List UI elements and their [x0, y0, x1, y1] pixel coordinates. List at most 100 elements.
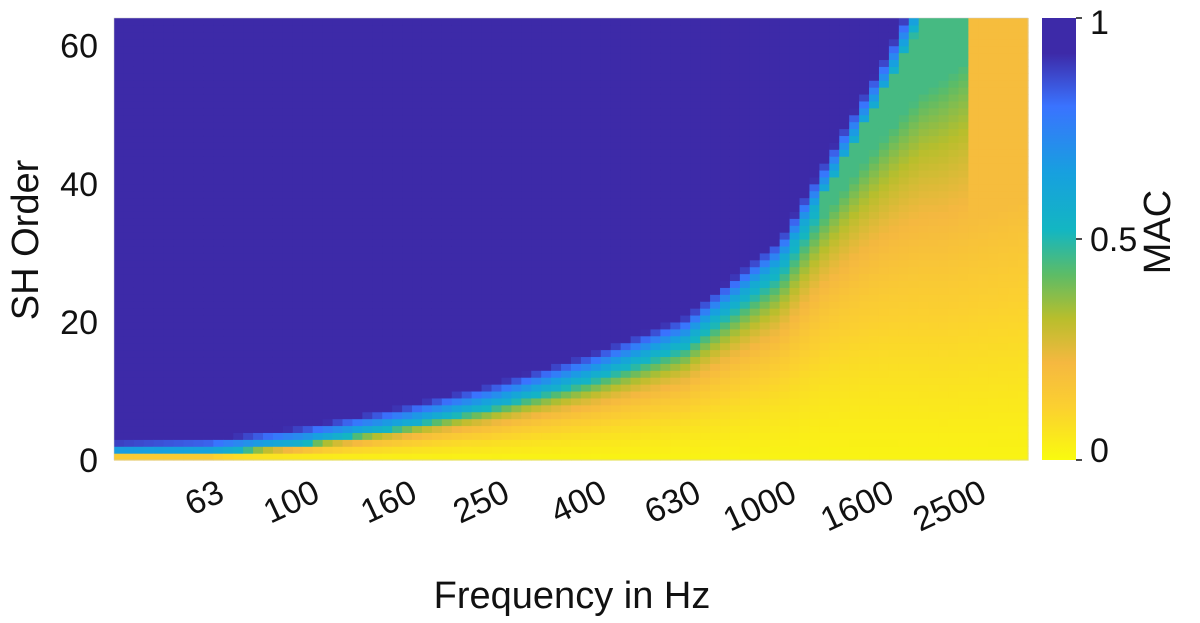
- heatmap-cell: [690, 59, 701, 67]
- heatmap-cell: [233, 176, 244, 185]
- heatmap-cell: [461, 149, 473, 157]
- heatmap-cell: [312, 446, 324, 454]
- heatmap-cell: [680, 163, 691, 171]
- heatmap-cell: [620, 232, 632, 240]
- heatmap-cell: [501, 453, 512, 461]
- heatmap-cell: [362, 31, 373, 40]
- heatmap-cell: [163, 439, 175, 447]
- heatmap-cell: [342, 321, 354, 330]
- heatmap-cell: [541, 321, 552, 330]
- heatmap-cell: [402, 149, 413, 157]
- heatmap-cell: [133, 432, 145, 440]
- heatmap-cell: [829, 432, 840, 440]
- heatmap-cell: [114, 266, 125, 275]
- heatmap-cell: [302, 252, 314, 261]
- heatmap-cell: [849, 176, 860, 185]
- heatmap-cell: [123, 149, 135, 157]
- heatmap-cell: [451, 183, 463, 192]
- heatmap-cell: [352, 370, 363, 378]
- heatmap-cell: [819, 397, 830, 406]
- heatmap-cell: [421, 425, 433, 433]
- heatmap-cell: [272, 73, 284, 81]
- heatmap-cell: [412, 114, 423, 123]
- heatmap-cell: [739, 114, 751, 123]
- heatmap-cell: [551, 370, 562, 378]
- heatmap-cell: [789, 356, 801, 364]
- heatmap-cell: [531, 24, 542, 33]
- heatmap-cell: [342, 425, 354, 433]
- heatmap-cell: [729, 128, 741, 137]
- heatmap-cell: [471, 273, 483, 282]
- heatmap-cell: [322, 245, 334, 254]
- heatmap-cell: [869, 259, 880, 268]
- heatmap-cell: [690, 163, 701, 171]
- heatmap-cell: [402, 100, 413, 109]
- heatmap-cell: [620, 18, 632, 26]
- heatmap-cell: [819, 384, 830, 392]
- heatmap-cell: [561, 349, 572, 358]
- heatmap-cell: [720, 142, 731, 150]
- heatmap-cell: [233, 121, 244, 130]
- heatmap-cell: [561, 356, 572, 364]
- heatmap-cell: [213, 142, 224, 150]
- heatmap-cell: [342, 211, 354, 219]
- heatmap-cell: [640, 377, 652, 385]
- heatmap-cell: [441, 432, 453, 440]
- heatmap-cell: [551, 439, 562, 447]
- heatmap-cell: [710, 418, 721, 427]
- heatmap-cell: [491, 121, 503, 130]
- heatmap-cell: [650, 384, 662, 392]
- heatmap-cell: [402, 418, 413, 427]
- heatmap-cell: [114, 245, 125, 254]
- heatmap-cell: [253, 87, 264, 95]
- heatmap-cell: [263, 294, 274, 302]
- heatmap-cell: [690, 239, 701, 247]
- heatmap-cell: [471, 377, 483, 385]
- heatmap-cell: [143, 59, 155, 67]
- heatmap-cell: [849, 197, 860, 206]
- heatmap-cell: [233, 446, 244, 454]
- heatmap-cell: [213, 321, 224, 330]
- heatmap-cell: [421, 363, 433, 371]
- heatmap-cell: [511, 439, 522, 447]
- heatmap-cell: [412, 349, 423, 358]
- heatmap-cell: [133, 156, 145, 164]
- heatmap-cell: [571, 66, 582, 74]
- heatmap-cell: [739, 121, 751, 130]
- heatmap-cell: [531, 66, 542, 74]
- heatmap-cell: [143, 142, 155, 150]
- heatmap-cell: [451, 225, 463, 233]
- heatmap-cell: [551, 280, 562, 288]
- heatmap-cell: [829, 342, 840, 351]
- heatmap-cell: [133, 370, 145, 378]
- heatmap-cell: [441, 169, 453, 178]
- heatmap-cell: [710, 142, 721, 150]
- heatmap-cell: [839, 439, 850, 447]
- heatmap-cell: [372, 252, 383, 261]
- heatmap-cell: [263, 121, 274, 130]
- heatmap-cell: [511, 239, 522, 247]
- heatmap-cell: [878, 225, 890, 233]
- heatmap-cell: [471, 301, 483, 309]
- heatmap-cell: [362, 169, 373, 178]
- heatmap-cell: [421, 211, 433, 219]
- heatmap-cell: [243, 259, 254, 268]
- heatmap-cell: [441, 204, 453, 212]
- heatmap-cell: [471, 356, 483, 364]
- heatmap-cell: [352, 142, 363, 150]
- heatmap-cell: [481, 142, 493, 150]
- heatmap-cell: [640, 370, 652, 378]
- heatmap-cell: [561, 439, 572, 447]
- heatmap-cell: [402, 80, 413, 88]
- heatmap-cell: [133, 245, 145, 254]
- heatmap-cell: [471, 107, 483, 116]
- heatmap-cell: [263, 225, 274, 233]
- heatmap-cell: [382, 308, 393, 316]
- heatmap-cell: [123, 342, 135, 351]
- heatmap-cell: [680, 38, 691, 47]
- heatmap-cell: [263, 273, 274, 282]
- heatmap-cell: [819, 439, 830, 447]
- heatmap-cell: [163, 24, 175, 33]
- heatmap-cell: [660, 59, 671, 67]
- heatmap-cell: [710, 107, 721, 116]
